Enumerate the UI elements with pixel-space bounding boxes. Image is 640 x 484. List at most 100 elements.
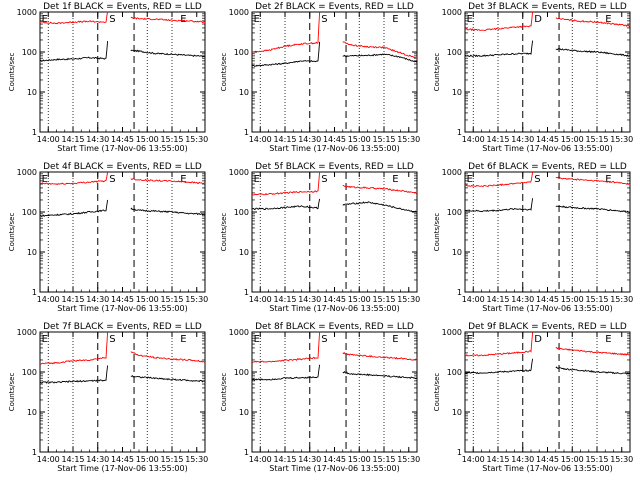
x-tick-label: 15:15 <box>160 135 183 144</box>
plot-frame <box>251 331 418 453</box>
event-marker-label: S <box>321 334 327 345</box>
series-line-lld <box>464 11 631 32</box>
x-tick-label: 15:00 <box>136 295 159 304</box>
x-tick-label: 15:30 <box>610 135 633 144</box>
x-tick-label: 14:30 <box>86 135 109 144</box>
panel-title: Det 8f BLACK = Events, RED = LLD <box>255 322 414 332</box>
y-tick-label: 10 <box>239 88 249 97</box>
y-tick-label: 1000 <box>17 168 37 177</box>
y-tick-label: 1 <box>244 288 249 297</box>
x-tick-label: 15:00 <box>561 455 584 464</box>
event-marker-label: E <box>392 174 398 185</box>
y-axis-label: Counts/sec <box>433 53 441 92</box>
x-tick-label: 15:15 <box>585 455 608 464</box>
y-tick-label: 1000 <box>229 168 249 177</box>
x-tick-label: 14:45 <box>111 295 134 304</box>
x-tick-label: 14:00 <box>462 295 485 304</box>
x-tick-label: 14:30 <box>298 295 321 304</box>
x-tick-label: 14:00 <box>462 455 485 464</box>
x-tick-label: 14:30 <box>298 135 321 144</box>
panel-title: Det 9f BLACK = Events, RED = LLD <box>468 322 627 332</box>
x-tick-label: 15:00 <box>348 295 371 304</box>
x-tick-label: 14:15 <box>273 295 296 304</box>
x-tick-label: 15:30 <box>610 295 633 304</box>
event-marker-label: S <box>321 174 327 185</box>
x-tick-label: 14:45 <box>111 455 134 464</box>
x-tick-label: 15:00 <box>348 455 371 464</box>
x-tick-label: 14:15 <box>486 295 509 304</box>
y-tick-label: 100 <box>447 368 462 377</box>
y-tick-label: 1 <box>32 448 37 457</box>
event-marker-label: D <box>534 334 542 345</box>
y-axis-label: Counts/sec <box>8 213 16 252</box>
y-tick-label: 1000 <box>229 8 249 17</box>
x-tick-label: 15:30 <box>397 455 420 464</box>
x-tick-label: 15:00 <box>561 135 584 144</box>
plot-frame <box>464 11 631 133</box>
x-axis-label: Start Time (17-Nov-06 13:55:00) <box>482 304 612 313</box>
y-axis-label: Counts/sec <box>433 373 441 412</box>
x-tick-label: 14:45 <box>536 295 559 304</box>
panel-title: Det 7f BLACK = Events, RED = LLD <box>43 322 202 332</box>
event-marker-label: S <box>534 174 540 185</box>
x-tick-label: 14:45 <box>323 135 346 144</box>
x-tick-label: 14:30 <box>511 295 534 304</box>
event-marker-label: E <box>605 14 611 25</box>
y-tick-label: 1000 <box>229 328 249 337</box>
y-tick-label: 1000 <box>442 168 462 177</box>
event-marker-label: S <box>109 334 115 345</box>
y-tick-label: 1000 <box>17 8 37 17</box>
plot-frame <box>39 11 206 133</box>
x-axis-label: Start Time (17-Nov-06 13:55:00) <box>57 304 187 313</box>
y-tick-label: 1000 <box>17 328 37 337</box>
panel-det-3: Det 3f BLACK = Events, RED = LLD 1 10 100 10… <box>433 2 633 153</box>
x-tick-label: 14:00 <box>37 295 60 304</box>
x-tick-label: 15:15 <box>585 295 608 304</box>
event-marker-label: E <box>392 14 398 25</box>
event-marker-label: E <box>605 174 611 185</box>
series-line-lld <box>251 171 418 196</box>
y-tick-label: 100 <box>234 208 249 217</box>
x-tick-label: 14:15 <box>273 135 296 144</box>
x-tick-label: 14:45 <box>323 295 346 304</box>
series-line-events <box>464 198 631 213</box>
event-marker-label: E <box>254 334 260 345</box>
x-tick-label: 15:30 <box>610 455 633 464</box>
x-tick-label: 15:15 <box>160 455 183 464</box>
x-tick-label: 15:00 <box>561 295 584 304</box>
x-tick-label: 14:15 <box>486 455 509 464</box>
event-marker-label: E <box>42 174 48 185</box>
y-axis-label: Counts/sec <box>220 53 228 92</box>
series-line-events <box>251 364 418 381</box>
x-axis-label: Start Time (17-Nov-06 13:55:00) <box>269 304 399 313</box>
series-line-lld <box>39 332 206 365</box>
x-tick-label: 14:30 <box>86 455 109 464</box>
x-tick-label: 15:30 <box>397 135 420 144</box>
series-line-events <box>464 40 631 58</box>
y-tick-label: 100 <box>234 48 249 57</box>
event-marker-label: E <box>392 334 398 345</box>
event-marker-label: E <box>467 334 473 345</box>
event-marker-label: D <box>534 14 542 25</box>
x-tick-label: 14:00 <box>249 455 272 464</box>
panel-det-9: Det 9f BLACK = Events, RED = LLD 1 10 100 10… <box>433 322 633 473</box>
y-axis-label: Counts/sec <box>8 53 16 92</box>
x-axis-label: Start Time (17-Nov-06 13:55:00) <box>482 144 612 153</box>
x-tick-label: 15:15 <box>160 295 183 304</box>
x-axis-label: Start Time (17-Nov-06 13:55:00) <box>269 464 399 473</box>
series-line-lld <box>464 171 631 188</box>
panel-title: Det 4f BLACK = Events, RED = LLD <box>43 162 202 172</box>
x-axis-label: Start Time (17-Nov-06 13:55:00) <box>57 144 187 153</box>
x-tick-label: 14:45 <box>111 135 134 144</box>
plot-frame <box>39 171 206 293</box>
x-tick-label: 15:00 <box>348 135 371 144</box>
event-marker-label: E <box>467 174 473 185</box>
y-tick-label: 100 <box>22 208 37 217</box>
x-tick-label: 14:00 <box>249 135 272 144</box>
y-tick-label: 10 <box>27 88 37 97</box>
series-line-events <box>39 41 206 62</box>
panel-title: Det 6f BLACK = Events, RED = LLD <box>468 162 627 172</box>
series-line-lld <box>39 171 206 186</box>
y-axis-label: Counts/sec <box>220 373 228 412</box>
